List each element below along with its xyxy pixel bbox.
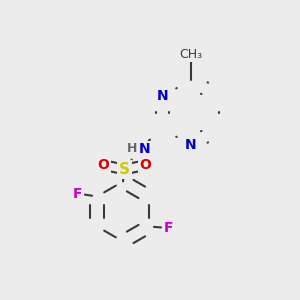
Text: N: N (138, 142, 150, 156)
Text: O: O (98, 158, 110, 172)
Text: F: F (73, 187, 82, 200)
Text: N: N (185, 138, 196, 152)
Text: O: O (140, 158, 152, 172)
Text: N: N (157, 89, 168, 103)
Text: F: F (164, 221, 173, 235)
Text: S: S (119, 162, 130, 177)
Text: H: H (127, 142, 137, 155)
Text: CH₃: CH₃ (179, 48, 202, 61)
